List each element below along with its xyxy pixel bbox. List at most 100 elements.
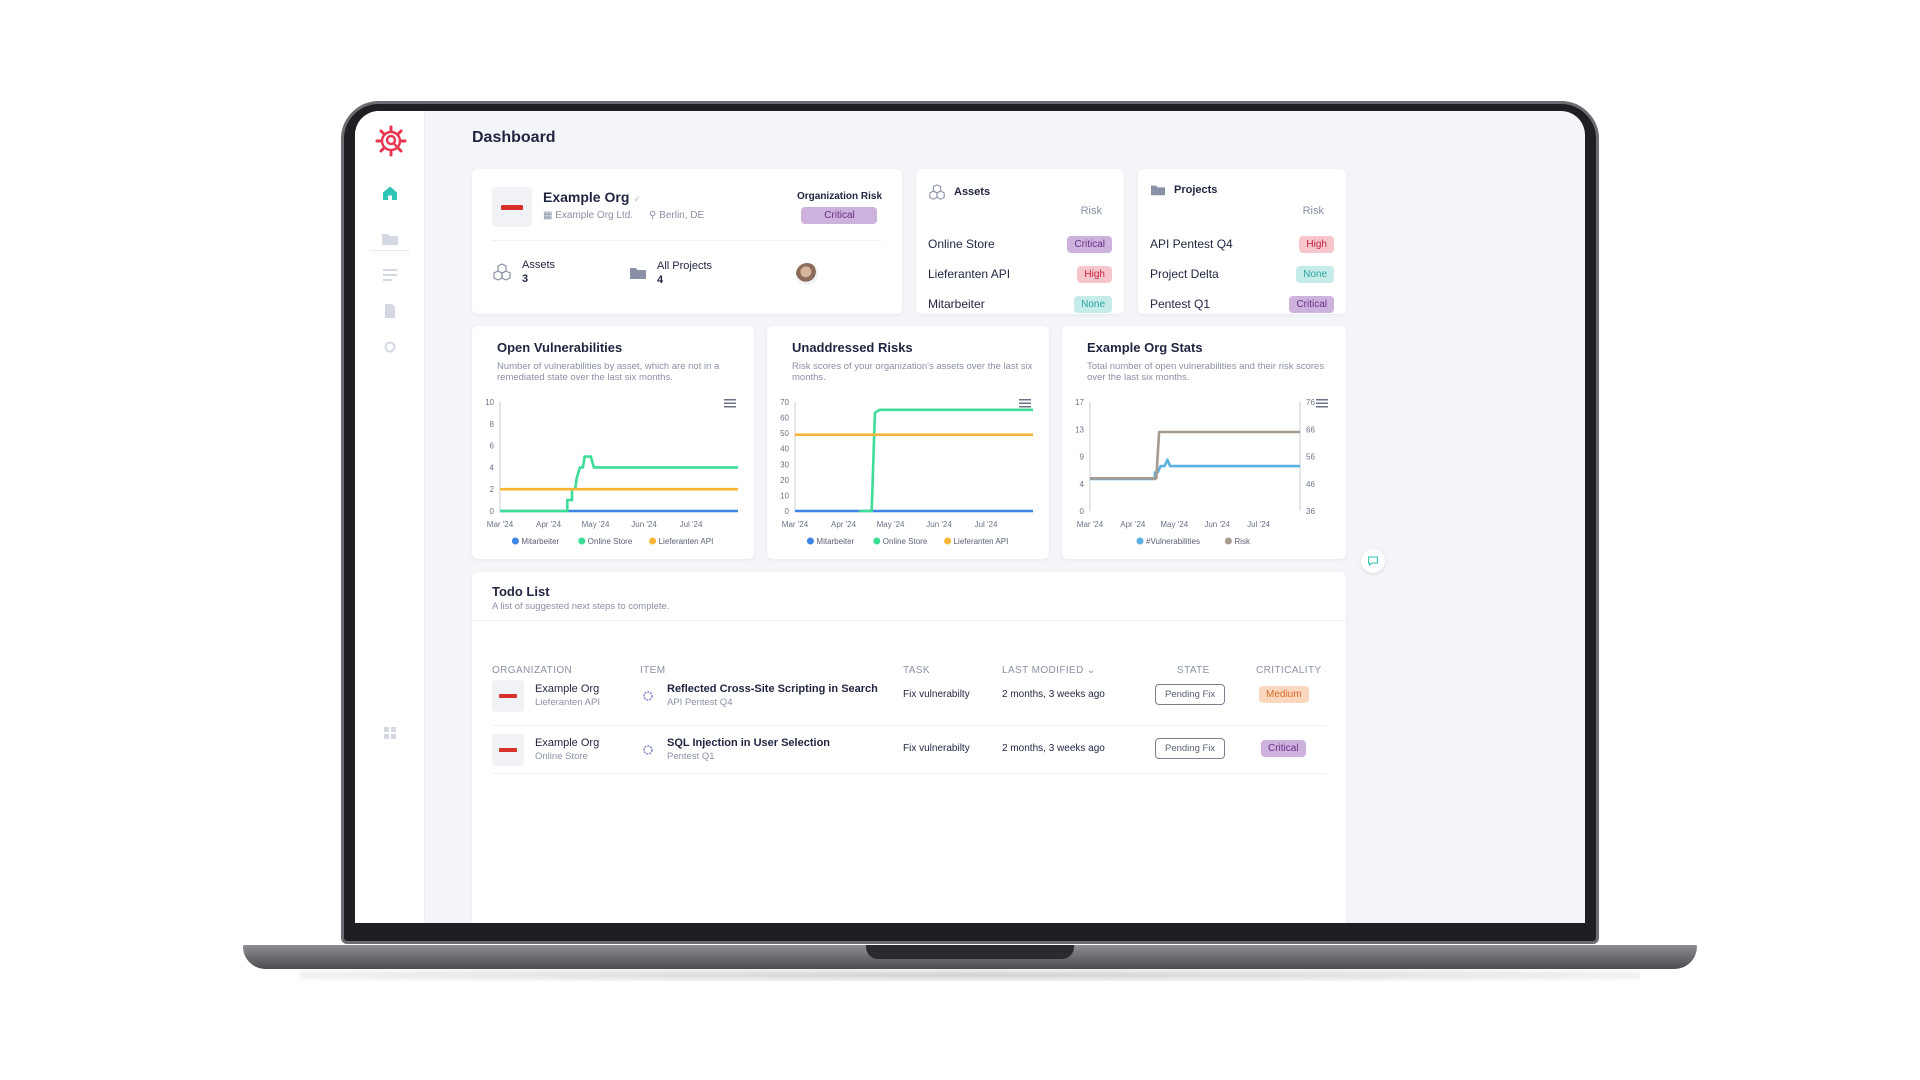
org-risk-label: Organization Risk bbox=[796, 191, 882, 202]
nav-document-icon[interactable] bbox=[378, 299, 402, 323]
folder-icon bbox=[630, 268, 646, 279]
assets-card-title: Assets bbox=[954, 186, 991, 198]
laptop-notch bbox=[866, 945, 1074, 959]
chart-subtitle: Risk scores of your organization's asset… bbox=[792, 361, 1033, 383]
legend-item[interactable]: Mitarbeiter bbox=[806, 537, 855, 546]
legend-label: Online Store bbox=[588, 537, 633, 546]
series-line bbox=[1090, 458, 1300, 481]
vulnerability-icon bbox=[643, 745, 653, 755]
legend-marker bbox=[806, 537, 814, 545]
legend-marker bbox=[1224, 537, 1232, 545]
chart-card-unaddressed-risks: Unaddressed Risks Risk scores of your or… bbox=[767, 326, 1049, 559]
risk-badge: None bbox=[1074, 295, 1112, 313]
x-tick-label: Jun '24 bbox=[1204, 520, 1230, 529]
row-state-badge[interactable]: Pending Fix bbox=[1155, 684, 1226, 705]
row-org-name: Example Org bbox=[535, 737, 600, 749]
legend-marker bbox=[1136, 537, 1144, 545]
y-tick-label: 10 bbox=[485, 398, 494, 407]
org-assets-stat[interactable]: Assets 3 bbox=[492, 259, 555, 285]
chat-icon[interactable] bbox=[1361, 549, 1385, 573]
todo-divider bbox=[472, 620, 1346, 621]
chart-title: Open Vulnerabilities bbox=[497, 340, 623, 355]
y-tick-label: 2 bbox=[490, 485, 495, 494]
member-avatar[interactable] bbox=[796, 263, 818, 285]
series-line bbox=[859, 408, 1033, 513]
row-item-title[interactable]: Reflected Cross-Site Scripting in Search bbox=[667, 683, 878, 695]
column-header-task[interactable]: TASK bbox=[903, 665, 930, 676]
x-tick-label: Jun '24 bbox=[926, 520, 952, 529]
legend-label: Mitarbeiter bbox=[816, 537, 854, 546]
row-item-title[interactable]: SQL Injection in User Selection bbox=[667, 737, 831, 749]
page-title: Dashboard bbox=[472, 129, 556, 146]
nav-gear-icon[interactable] bbox=[378, 335, 402, 359]
y-tick-label: 13 bbox=[1075, 425, 1084, 434]
y-tick-label: 0 bbox=[1080, 507, 1085, 516]
org-name[interactable]: Example Org ✓ bbox=[543, 189, 641, 205]
nav-folder-icon[interactable] bbox=[378, 227, 402, 251]
projects-card: Projects Risk API Pentest Q4 High Project… bbox=[1138, 169, 1346, 314]
vulnerability-icon bbox=[643, 691, 653, 701]
row-last-modified: 2 months, 3 weeks ago bbox=[1002, 743, 1105, 754]
x-tick-label: Apr '24 bbox=[831, 520, 857, 529]
legend-item[interactable]: Online Store bbox=[873, 537, 928, 546]
legend-label: #Vulnerabilities bbox=[1146, 537, 1200, 546]
y-right-tick-label: 56 bbox=[1306, 453, 1315, 462]
chart-menu-icon[interactable] bbox=[1316, 398, 1328, 408]
asset-row[interactable]: Mitarbeiter None bbox=[928, 293, 1112, 315]
chart-menu-icon[interactable] bbox=[1019, 398, 1031, 408]
assets-card-header: Assets bbox=[928, 183, 990, 201]
column-header-last-modified-text: LAST MODIFIED bbox=[1002, 665, 1084, 676]
nav-home-icon[interactable] bbox=[378, 181, 402, 205]
project-row[interactable]: API Pentest Q4 High bbox=[1150, 233, 1334, 255]
risk-badge: Critical bbox=[1289, 295, 1334, 313]
cubes-icon bbox=[929, 184, 945, 200]
legend-item[interactable]: Lieferanten API bbox=[649, 537, 713, 546]
legend-marker bbox=[578, 537, 586, 545]
legend-item[interactable]: #Vulnerabilities bbox=[1136, 537, 1200, 546]
asset-name: Lieferanten API bbox=[928, 267, 1011, 281]
legend-item[interactable]: Mitarbeiter bbox=[511, 537, 560, 546]
x-tick-label: Jul '24 bbox=[1247, 520, 1270, 529]
legend-item[interactable]: Lieferanten API bbox=[944, 537, 1008, 546]
column-header-organization[interactable]: ORGANIZATION bbox=[492, 665, 573, 676]
legend-item[interactable]: Online Store bbox=[578, 537, 633, 546]
column-header-state[interactable]: STATE bbox=[1177, 665, 1210, 676]
legend-label: Mitarbeiter bbox=[521, 537, 559, 546]
project-row[interactable]: Pentest Q1 Critical bbox=[1150, 293, 1334, 315]
risk-badge: High bbox=[1299, 235, 1334, 253]
asset-name: Online Store bbox=[928, 237, 995, 251]
legend-item[interactable]: Risk bbox=[1224, 537, 1251, 546]
row-state-badge[interactable]: Pending Fix bbox=[1155, 738, 1226, 759]
table-row[interactable]: Example Org Lieferanten API Reflected Cr… bbox=[492, 678, 1326, 726]
brand-logo-icon[interactable] bbox=[374, 124, 408, 158]
chart-plot: 10 8 6 4 2 0 Mar '24 Apr '24 May '24 Jun '24 Jul '… bbox=[485, 398, 738, 546]
column-header-last-modified[interactable]: LAST MODIFIED ⌄ bbox=[1002, 665, 1096, 676]
org-name-text: Example Org bbox=[543, 189, 630, 205]
asset-row[interactable]: Lieferanten API High bbox=[928, 263, 1112, 285]
column-header-criticality[interactable]: CRITICALITY bbox=[1256, 665, 1322, 676]
risk-badge: High bbox=[1077, 265, 1112, 283]
legend-label: Risk bbox=[1234, 537, 1251, 546]
y-right-tick-label: 36 bbox=[1306, 507, 1315, 516]
org-projects-stat[interactable]: All Projects 4 bbox=[629, 260, 712, 286]
legend-marker bbox=[649, 537, 657, 545]
nav-grid-icon[interactable] bbox=[378, 721, 402, 745]
row-asset-name: Lieferanten API bbox=[535, 697, 600, 708]
nav-list-icon[interactable] bbox=[378, 263, 402, 287]
building-icon: ▦ bbox=[543, 210, 553, 221]
chart-menu-icon[interactable] bbox=[724, 398, 736, 408]
project-row[interactable]: Project Delta None bbox=[1150, 263, 1334, 285]
location-pin-icon: ⚲ bbox=[649, 210, 657, 221]
column-header-item[interactable]: ITEM bbox=[640, 665, 666, 676]
table-row[interactable]: Example Org Online Store SQL Injection i… bbox=[492, 726, 1326, 774]
y-tick-label: 8 bbox=[490, 420, 495, 429]
projects-risk-header: Risk bbox=[1302, 205, 1324, 217]
chevron-down-icon: ⌄ bbox=[1086, 665, 1096, 676]
y-tick-label: 0 bbox=[490, 507, 495, 516]
org-location: ⚲ Berlin, DE bbox=[649, 210, 704, 221]
assets-card: Assets Risk Online Store Critical Liefera… bbox=[916, 169, 1124, 314]
risk-badge: None bbox=[1296, 265, 1334, 283]
x-tick-label: May '24 bbox=[1160, 520, 1188, 529]
asset-row[interactable]: Online Store Critical bbox=[928, 233, 1112, 255]
org-risk-badge: Critical bbox=[801, 207, 878, 224]
